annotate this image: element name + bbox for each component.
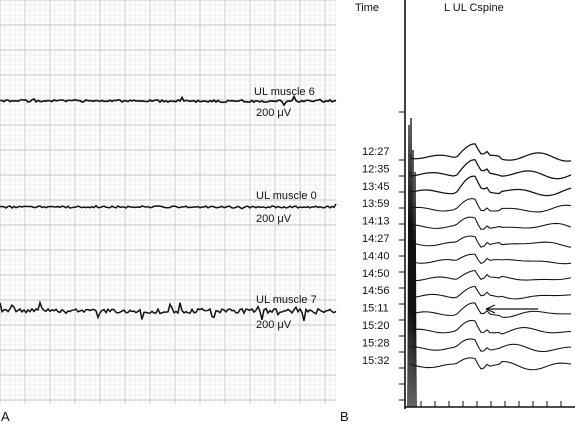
time-label: 14:56 xyxy=(362,285,390,297)
time-label: 13:45 xyxy=(362,181,390,193)
time-trace xyxy=(409,285,572,300)
time-trace xyxy=(409,357,572,371)
time-label: 13:59 xyxy=(362,198,390,210)
panel-b-time-labels: 12:27 12:35 13:45 13:59 14:13 14:27 14:40 14:50… xyxy=(362,146,390,367)
time-trace xyxy=(409,143,572,162)
time-label: 15:11 xyxy=(362,303,389,315)
time-trace xyxy=(409,175,572,197)
time-label: 12:35 xyxy=(362,163,390,175)
time-label: 15:20 xyxy=(362,320,390,332)
trace-scale-muscle-7: 200 μV xyxy=(256,319,292,331)
time-trace xyxy=(409,319,572,335)
time-label: 15:32 xyxy=(362,355,390,367)
time-label: 14:27 xyxy=(362,233,390,245)
trace-label-muscle-6: UL muscle 6 xyxy=(254,86,315,98)
trace-scale-muscle-0: 200 μV xyxy=(256,213,292,225)
time-trace xyxy=(409,235,572,248)
time-label: 14:40 xyxy=(362,250,390,262)
time-trace xyxy=(409,338,572,352)
time-label: 14:13 xyxy=(362,216,390,228)
time-trace xyxy=(409,253,572,265)
time-header: Time xyxy=(355,2,379,14)
panel-b-label: B xyxy=(340,409,349,424)
time-trace xyxy=(409,158,572,180)
trace-label-muscle-0: UL muscle 0 xyxy=(256,190,317,202)
panel-b-axis-ticks xyxy=(399,111,562,407)
time-trace xyxy=(409,269,572,282)
panel-b-title: L UL Cspine xyxy=(444,2,504,14)
emg-trace-muscle-7 xyxy=(0,300,337,322)
time-trace xyxy=(409,302,572,318)
emg-trace-muscle-0 xyxy=(0,203,337,210)
trace-scale-muscle-6: 200 μV xyxy=(256,107,292,119)
emg-trace-muscle-6 xyxy=(0,94,337,107)
annotation-arrow xyxy=(485,304,538,314)
panel-a-label: A xyxy=(1,409,10,424)
panel-b-traces xyxy=(409,143,572,371)
time-trace xyxy=(409,216,572,230)
time-label: 14:50 xyxy=(362,268,390,280)
trace-label-muscle-7: UL muscle 7 xyxy=(256,294,317,306)
stimulus-artifact xyxy=(407,117,417,408)
time-label: 15:28 xyxy=(362,337,390,349)
time-label: 12:27 xyxy=(362,146,390,158)
time-trace xyxy=(409,198,572,213)
panel-a-grid xyxy=(0,0,336,404)
